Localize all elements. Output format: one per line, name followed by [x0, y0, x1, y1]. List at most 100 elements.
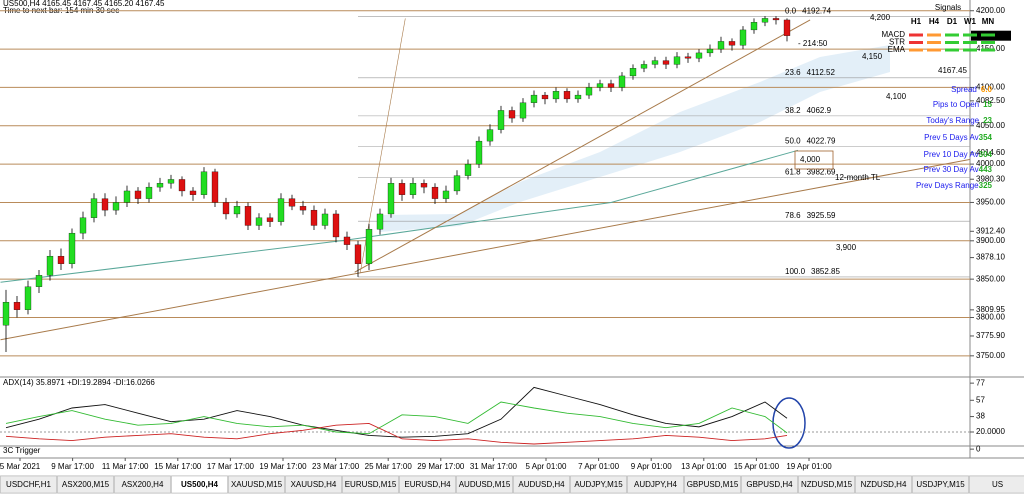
symbol-tab[interactable]: ASX200,H4: [115, 476, 171, 493]
x-tick-label: 25 Mar 17:00: [365, 462, 413, 471]
info-label: Prev 10 Day Av: [924, 150, 979, 159]
signals-title: Signals: [935, 3, 961, 12]
info-value: 304: [979, 150, 993, 159]
y-tick-label: 3775.90: [976, 331, 1005, 340]
fib-price: 4192.74: [802, 6, 831, 15]
symbol-tab[interactable]: USDJPY,M15: [913, 476, 969, 493]
signal-indicator: [981, 41, 995, 44]
fib-ratio: 100.0: [785, 267, 806, 276]
candle-body: [619, 76, 625, 88]
annotation: 4,200: [870, 13, 891, 22]
candle-body: [344, 237, 350, 245]
symbol-tab[interactable]: GBPUSD,M15: [685, 476, 741, 493]
candle-body: [311, 210, 317, 225]
candle-body: [333, 214, 339, 237]
symbol-tab[interactable]: US500,H4: [172, 476, 228, 493]
candle-body: [630, 68, 636, 76]
tab-label: GBPUSD,H4: [746, 480, 793, 489]
info-label: Prev Days Range: [916, 181, 979, 190]
info-label: Spread: [951, 85, 977, 94]
symbol-tab[interactable]: XAUUSD,H4: [286, 476, 342, 493]
candle-body: [25, 287, 31, 310]
x-tick-label: 9 Apr 01:00: [631, 462, 672, 471]
x-tick-label: 31 Mar 17:00: [470, 462, 518, 471]
candle-body: [685, 57, 691, 59]
candle-body: [652, 61, 658, 65]
symbol-tab[interactable]: GBPUSD,H4: [742, 476, 798, 493]
trend-label: 12-month TL: [835, 173, 881, 182]
signal-indicator: [909, 49, 923, 52]
signals-column: D1: [947, 17, 958, 26]
signal-indicator: [927, 41, 941, 44]
symbol-tab[interactable]: ASX200,M15: [58, 476, 114, 493]
fib-price: 4062.9: [807, 106, 832, 115]
candle-body: [58, 256, 64, 264]
symbol-tab[interactable]: AUDJPY,H4: [628, 476, 684, 493]
candle-body: [608, 84, 614, 88]
y-tick-label: 3850.00: [976, 274, 1005, 283]
signals-column: MN: [982, 17, 995, 26]
signal-indicator: [927, 34, 941, 37]
x-tick-label: 23 Mar 17:00: [312, 462, 360, 471]
x-tick-label: 19 Apr 01:00: [786, 462, 832, 471]
candle-body: [267, 218, 273, 222]
candle-body: [586, 87, 592, 95]
tab-label: GBPUSD,M15: [687, 480, 739, 489]
x-tick-label: 11 Mar 17:00: [102, 462, 149, 471]
signals-column: H4: [929, 17, 940, 26]
tab-label: USDCHF,H1: [6, 480, 51, 489]
symbol-tab[interactable]: AUDUSD,M15: [457, 476, 513, 493]
symbol-tab[interactable]: NZDUSD,H4: [856, 476, 912, 493]
tab-label: ASX200,M15: [62, 480, 110, 489]
symbol-tab[interactable]: USDCHF,H1: [1, 476, 57, 493]
candle-body: [487, 130, 493, 142]
candle-body: [135, 191, 141, 199]
info-value: 354: [979, 133, 993, 142]
signal-indicator: [945, 49, 959, 52]
symbol-tab[interactable]: NZDUSD,M15: [799, 476, 855, 493]
symbol-tab[interactable]: EURUSD,H4: [400, 476, 456, 493]
y-tick-label: 4200.00: [976, 6, 1005, 15]
symbol-tab[interactable]: AUDUSD,H4: [514, 476, 570, 493]
x-tick-label: 5 Apr 01:00: [526, 462, 567, 471]
x-tick-label: 15 Apr 01:00: [734, 462, 780, 471]
candle-body: [190, 191, 196, 195]
tab-label: AUDUSD,M15: [459, 480, 511, 489]
signals-column: W1: [964, 17, 977, 26]
signal-indicator: [981, 49, 995, 52]
info-value: 325: [979, 181, 993, 190]
symbol-tab[interactable]: EURUSD,M15: [343, 476, 399, 493]
candle-body: [707, 49, 713, 53]
candle-body: [718, 41, 724, 49]
info-label: Today's Range: [926, 116, 979, 125]
candle-body: [124, 191, 130, 203]
candle-body: [157, 183, 163, 187]
candle-body: [14, 302, 20, 310]
candle-body: [553, 91, 559, 99]
candle-body: [322, 214, 328, 226]
candle-body: [300, 206, 306, 210]
candle-body: [784, 20, 790, 36]
x-tick-label: 7 Apr 01:00: [578, 462, 619, 471]
candle-body: [179, 179, 185, 191]
candle-body: [278, 199, 284, 222]
candle-body: [498, 110, 504, 129]
signal-indicator: [963, 34, 977, 37]
subpanel-title: 3C Trigger: [3, 446, 41, 455]
x-tick-label: 15 Mar 17:00: [154, 462, 202, 471]
candle-body: [47, 256, 53, 275]
candle-body: [113, 202, 119, 210]
y-tick-label: 57: [976, 395, 985, 404]
fib-ratio: 38.2: [785, 106, 801, 115]
symbol-tab[interactable]: US: [970, 476, 1024, 493]
signal-indicator: [909, 41, 923, 44]
candle-body: [36, 275, 42, 287]
symbol-tab[interactable]: XAUUSD,M15: [229, 476, 285, 493]
x-tick-label: 29 Mar 17:00: [417, 462, 465, 471]
info-value: 15: [983, 100, 992, 109]
signal-indicator: [909, 34, 923, 37]
symbol-tab[interactable]: AUDJPY,M15: [571, 476, 627, 493]
